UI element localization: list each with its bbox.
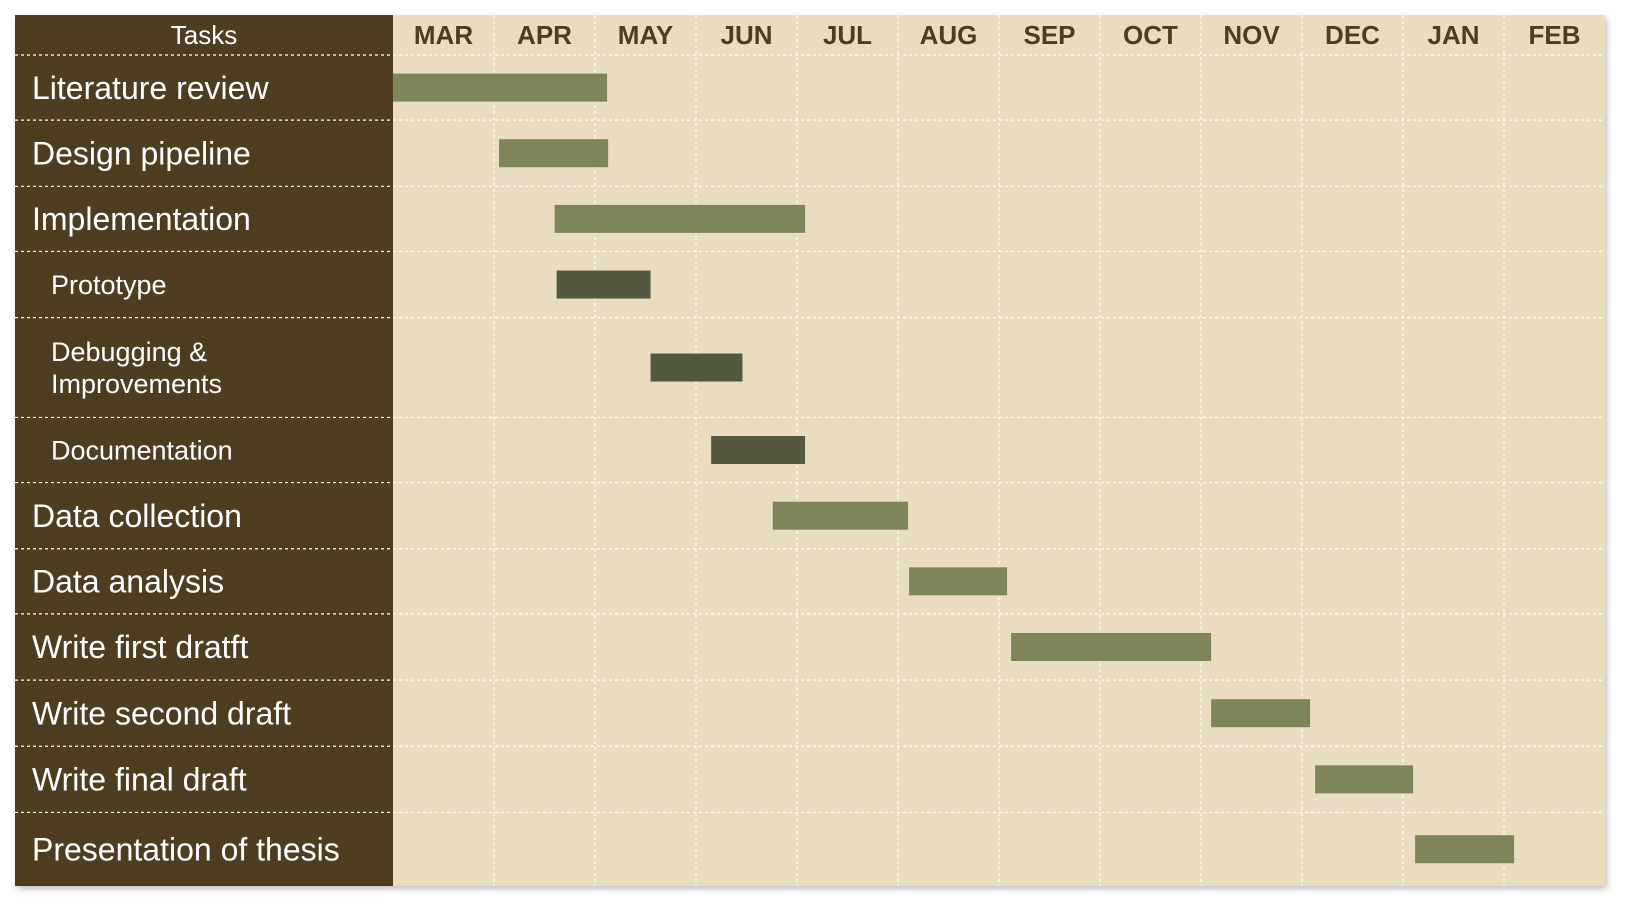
task-bar [556,270,651,299]
month-label: JAN [1427,20,1479,50]
task-bar [1011,632,1212,661]
task-bar [772,501,909,530]
task-bar [1211,699,1311,728]
task-bar [1315,765,1414,794]
month-label: FEB [1529,20,1581,50]
month-label: NOV [1223,20,1280,50]
task-label: Design pipeline [32,135,251,171]
task-label: Data collection [32,498,242,534]
month-label: APR [517,20,572,50]
task-label: Literature review [32,70,269,106]
month-label: MAR [414,20,473,50]
task-bar [499,139,609,168]
task-label: Prototype [51,270,167,300]
task-bar [909,567,1008,596]
task-label: Presentation of thesis [32,831,340,867]
task-bar [554,204,806,233]
task-label: Debugging & Improvements [51,337,222,399]
task-label: Write final draft [32,762,247,798]
task-label: Write second draft [32,695,291,731]
task-label: Implementation [32,201,251,237]
month-label: MAY [618,20,673,50]
tasks-header: Tasks [171,20,237,50]
month-label: DEC [1325,20,1380,50]
month-label: JUL [823,20,872,50]
task-bar [711,436,806,465]
task-bar [393,73,608,102]
task-label: Data analysis [32,564,224,600]
task-bar [650,353,743,382]
month-label: JUN [720,20,772,50]
month-label: AUG [920,20,978,50]
task-label: Write first dratft [32,629,248,665]
gantt-chart: Tasks MAR APR MAY JUN JUL AUG SEP OCT NOV DEC JAN FE… [15,15,1605,886]
month-label: OCT [1123,20,1178,50]
task-bar [1415,835,1515,864]
task-label: Documentation [51,435,233,465]
month-label: SEP [1023,20,1075,50]
task-column-background [15,15,393,886]
